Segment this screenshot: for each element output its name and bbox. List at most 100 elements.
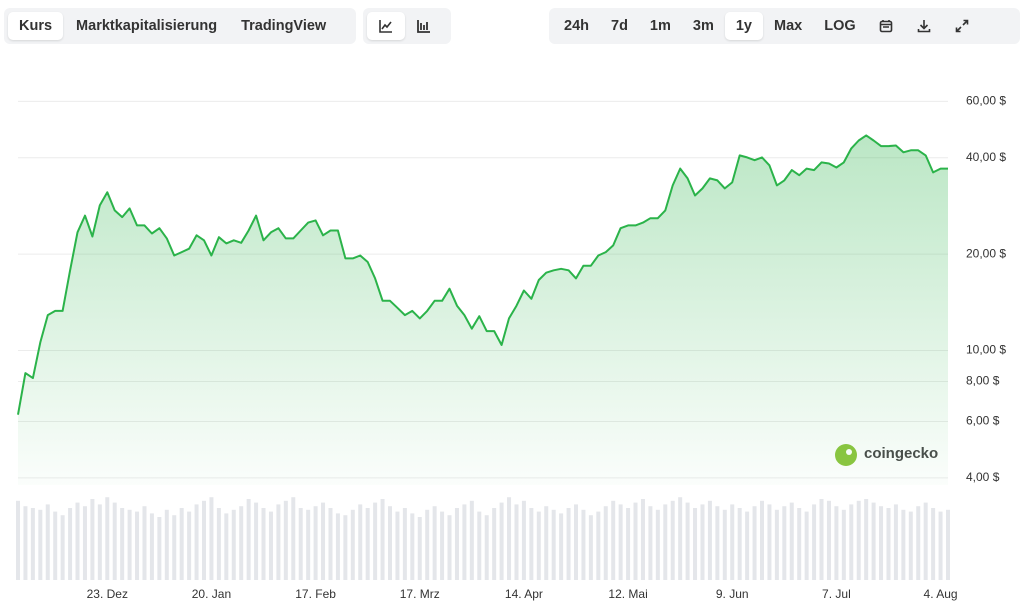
volume-bar	[559, 513, 564, 580]
volume-bar	[179, 508, 184, 580]
volume-bar	[45, 504, 50, 580]
volume-bar	[633, 502, 638, 580]
volume-bar	[752, 506, 757, 580]
volume-bar	[38, 509, 43, 580]
y-tick-label: 4,00 $	[966, 470, 1000, 484]
volume-bar	[715, 506, 720, 580]
volume-bar	[782, 506, 787, 580]
volume-bar	[804, 511, 809, 580]
volume-bar	[246, 499, 251, 580]
range[interactable]: 1y	[724, 12, 763, 40]
volume-bar	[521, 500, 526, 580]
volume-bar	[648, 506, 653, 580]
log-toggle[interactable]: LOG	[824, 18, 856, 34]
logo-eye	[846, 449, 852, 455]
download-icon[interactable]	[905, 12, 943, 40]
volume-bar	[239, 506, 244, 580]
volume-bar	[16, 500, 20, 580]
volume-bar	[231, 509, 236, 580]
volume-bar	[105, 497, 110, 580]
volume-bar	[380, 499, 385, 580]
volume-bar	[365, 508, 370, 580]
volume-bar	[328, 508, 333, 580]
volume-bar	[707, 500, 712, 580]
watermark: coingecko	[864, 445, 938, 462]
volume-bar	[507, 497, 512, 580]
volume-bar	[410, 513, 415, 580]
x-tick-label: 4. Aug	[924, 587, 958, 601]
volume-bar	[864, 499, 869, 580]
volume-bar	[120, 508, 125, 580]
volume-bar	[425, 509, 430, 580]
volume-bar	[254, 502, 259, 580]
x-tick-label: 20. Jan	[192, 587, 231, 601]
volume-bar	[856, 500, 861, 580]
volume-bar	[603, 506, 608, 580]
volume-bar	[901, 509, 906, 580]
volume-bar	[469, 500, 474, 580]
volume-bar	[499, 502, 504, 580]
volume-bar	[514, 504, 519, 580]
range-tabs: 24h 7d 1m 3m 1y Max LOG	[549, 8, 1020, 44]
volume-bar	[767, 504, 772, 580]
volume-bar	[187, 511, 192, 580]
range[interactable]: Max	[774, 18, 803, 34]
volume-bar	[834, 506, 839, 580]
x-tick-label: 17. Feb	[295, 587, 336, 601]
x-tick-label: 12. Mai	[608, 587, 647, 601]
volume-bar	[90, 499, 95, 580]
tab[interactable]: TradingView	[241, 18, 327, 34]
volume-bar	[640, 499, 645, 580]
candle-icon[interactable]	[405, 12, 443, 40]
y-tick-label: 40,00 $	[966, 150, 1006, 164]
range[interactable]: 1m	[649, 18, 671, 34]
volume-bar	[440, 511, 445, 580]
volume-bar	[893, 504, 898, 580]
volume-bar	[938, 511, 943, 580]
volume-bar	[774, 509, 779, 580]
volume-bar	[53, 511, 58, 580]
volume-bar	[157, 517, 162, 580]
calendar-icon[interactable]	[867, 12, 905, 40]
volume-bar	[462, 504, 467, 580]
volume-bar	[194, 504, 199, 580]
volume-bar	[135, 511, 140, 580]
volume-bar	[112, 502, 117, 580]
range[interactable]: 24h	[564, 18, 589, 34]
y-tick-label: 8,00 $	[966, 374, 1000, 388]
volume-bar	[618, 504, 623, 580]
volume-bar	[797, 508, 802, 580]
range[interactable]: 7d	[611, 18, 628, 34]
y-tick-label: 20,00 $	[966, 246, 1006, 260]
line-icon[interactable]	[367, 12, 405, 40]
volume-bar	[551, 509, 556, 580]
volume-bar	[879, 506, 884, 580]
price-line	[17, 134, 948, 415]
tab[interactable]: Kurs	[8, 12, 64, 40]
tab[interactable]: Marktkapitalisierung	[76, 18, 218, 34]
icon	[955, 19, 968, 33]
volume-bar	[611, 500, 616, 580]
volume-bar	[544, 506, 549, 580]
volume-bar	[164, 509, 169, 580]
volume-bar	[678, 497, 683, 580]
chart-style	[363, 8, 451, 44]
volume-bar	[946, 509, 950, 580]
volume-bar	[760, 500, 764, 580]
volume-bar	[536, 511, 541, 580]
range[interactable]: 3m	[692, 18, 714, 34]
y-tick-label: 10,00 $	[966, 343, 1006, 357]
volume-bar	[23, 506, 28, 580]
volume-bar	[700, 504, 705, 580]
icon	[879, 20, 892, 33]
volume-bar	[298, 508, 303, 580]
volume-bar	[454, 508, 459, 580]
volume-bar	[663, 504, 668, 580]
volume-bar	[841, 509, 846, 580]
icon	[379, 20, 392, 33]
x-tick-label: 17. Mrz	[400, 587, 440, 601]
view-tabs: Kurs Marktkapitalisierung TradingView	[4, 8, 356, 44]
expand-icon[interactable]	[943, 12, 981, 40]
